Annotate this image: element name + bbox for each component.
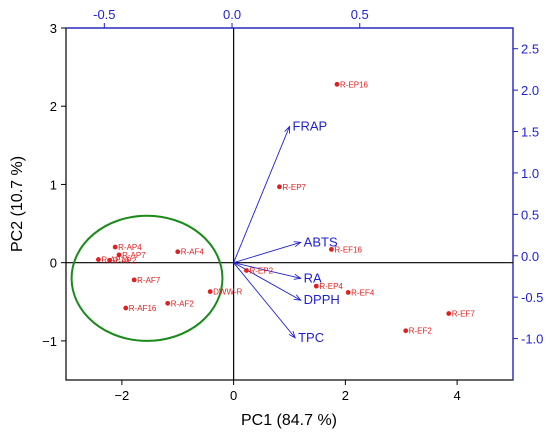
point-label-r-ef16: R-EF16 <box>334 245 362 254</box>
point-label-r-af7: R-AF7 <box>137 276 161 285</box>
point-r-ep16 <box>334 81 340 87</box>
point-label-r-af4: R-AF4 <box>181 248 205 257</box>
point-r-af16 <box>123 305 129 311</box>
point-label-r-af16: R-AF16 <box>129 304 157 313</box>
point-r-ef2 <box>403 328 409 334</box>
point-label-r-ap16: R-AP16 <box>101 256 130 265</box>
loading-arrowhead-abts <box>293 241 302 248</box>
point-r-ep2 <box>244 268 249 273</box>
point-r-ef4 <box>345 289 351 295</box>
loading-vector-ra <box>233 262 301 279</box>
right-tick-label: 1.0 <box>521 166 539 181</box>
point-label-r-ep7: R-EP7 <box>282 183 306 192</box>
point-label-r-af2: R-AF2 <box>171 299 195 308</box>
y-axis-ticks: −1 0 1 2 3 <box>42 21 66 349</box>
loading-label-ra: RA <box>304 270 322 285</box>
y-tick-label: 1 <box>50 177 57 192</box>
right-tick-label: 0.5 <box>521 207 539 222</box>
loading-vector-frap <box>233 126 290 263</box>
point-label-r-ap4: R-AP4 <box>118 243 142 252</box>
cluster-ellipse <box>70 214 224 342</box>
right-tick-label: 2.0 <box>521 83 539 98</box>
top-axis-ticks: -0.5 0.0 0.5 <box>93 7 369 28</box>
point-label-dww-r: DWW-R <box>213 288 242 297</box>
point-r-af4 <box>175 249 181 255</box>
y-axis-label: PC2 (10.7 %) <box>9 156 26 252</box>
point-r-ap4 <box>112 244 118 250</box>
x-tick-label: 2 <box>342 388 349 403</box>
right-tick-label: -1.0 <box>521 332 543 347</box>
point-r-ep4 <box>313 283 319 289</box>
y-tick-label: 3 <box>50 21 57 36</box>
x-tick-label: 4 <box>454 388 461 403</box>
top-tick-label: 0.5 <box>351 7 369 22</box>
loading-arrowhead-dpph <box>293 294 302 301</box>
point-r-ef7 <box>446 311 452 316</box>
y-tick-label: 2 <box>50 99 57 114</box>
point-label-r-ep16: R-EP16 <box>340 80 369 89</box>
loading-arrowhead-frap <box>284 125 290 134</box>
loading-vectors: FRAP ABTS RA DPPH TPC <box>233 119 340 345</box>
loading-vector-abts <box>233 241 301 264</box>
loading-label-frap: FRAP <box>293 119 328 134</box>
y-tick-label: 0 <box>50 256 57 271</box>
point-r-ef16 <box>329 246 334 252</box>
top-tick-label: 0.0 <box>223 7 241 22</box>
zero-lines <box>66 28 513 380</box>
right-tick-label: 1.5 <box>521 125 539 140</box>
x-axis-ticks: −2 0 2 4 <box>114 380 461 403</box>
point-label-r-ap7: R-AP7 <box>122 251 146 260</box>
loading-arrowhead-tpc <box>288 330 296 339</box>
loading-vector-tpc <box>233 262 296 339</box>
point-dww-r <box>207 289 213 295</box>
loading-label-dpph: DPPH <box>304 292 340 307</box>
cluster-ellipse-group <box>70 214 224 342</box>
point-r-af7 <box>131 277 137 283</box>
top-tick-label: -0.5 <box>93 7 115 22</box>
right-tick-label: 2.5 <box>521 42 539 57</box>
x-tick-label: −2 <box>114 388 129 403</box>
right-tick-label: 0.0 <box>521 249 539 264</box>
x-axis-label: PC1 (84.7 %) <box>241 412 337 429</box>
point-r-ap16 <box>96 257 101 262</box>
point-label-r-ep4: R-EP4 <box>319 282 343 291</box>
point-r-ap7 <box>116 252 122 258</box>
point-r-af2 <box>165 300 171 306</box>
point-r-ep7 <box>277 184 282 190</box>
right-axis-ticks: -1.0 -0.5 0.0 0.5 1.0 1.5 2.0 2.5 <box>513 42 543 347</box>
plot-frame <box>65 27 514 381</box>
point-label-r-ap2: R-AP2 <box>113 256 137 265</box>
point-label-r-ef7: R-EF7 <box>452 310 476 319</box>
loading-label-abts: ABTS <box>304 234 338 249</box>
point-label-r-ep2: R-EP2 <box>249 266 273 275</box>
loading-label-tpc: TPC <box>298 330 324 345</box>
y-tick-label: −1 <box>42 334 57 349</box>
score-points: R-EP16 R-EP7 R-EF16 R-EP2 R-EP4 R-EF4 R-EF7 R-E… <box>96 80 476 336</box>
point-label-r-ef4: R-EF4 <box>351 288 375 297</box>
point-label-r-ef2: R-EF2 <box>409 327 433 336</box>
point-r-ap2 <box>107 257 112 263</box>
x-tick-label: 0 <box>230 388 237 403</box>
right-tick-label: -0.5 <box>521 290 543 305</box>
loading-arrowhead-ra <box>293 273 302 280</box>
